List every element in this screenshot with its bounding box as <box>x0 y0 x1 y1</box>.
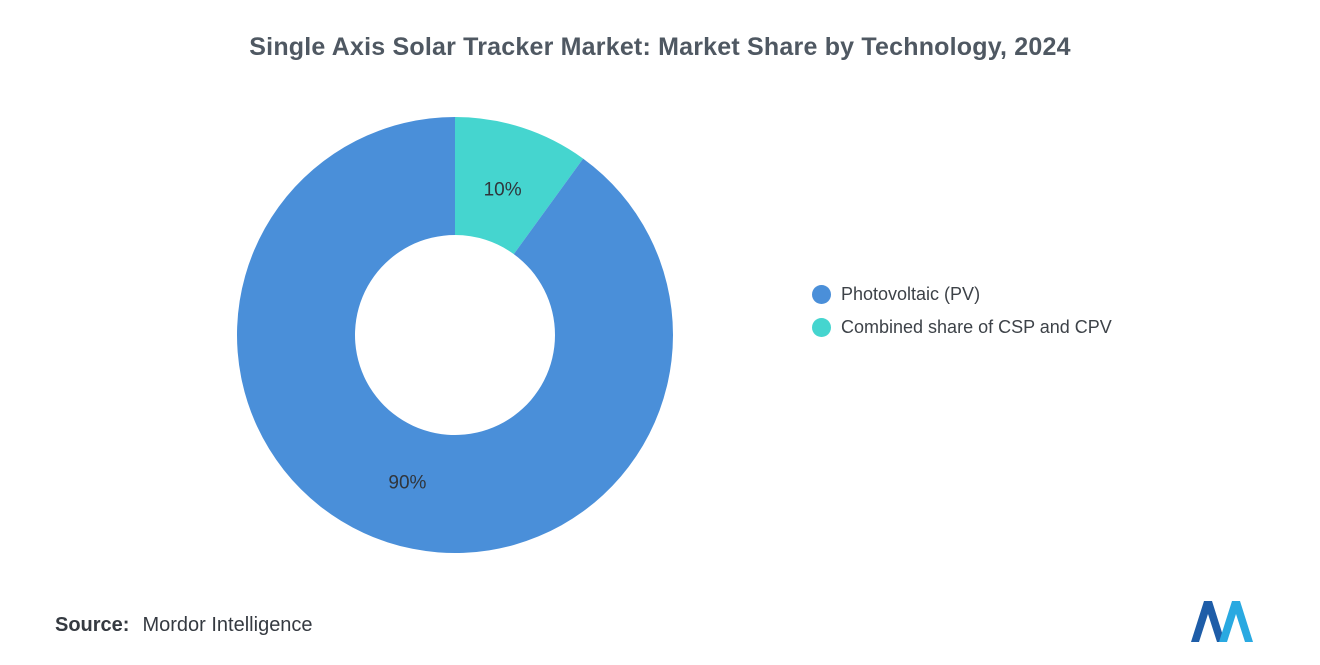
logo-right-chevron <box>1219 601 1253 642</box>
donut-chart: 10% 90% <box>236 117 673 553</box>
legend-item-csp-cpv: Combined share of CSP and CPV <box>812 317 1112 338</box>
source-name: Mordor Intelligence <box>142 614 313 636</box>
legend-marker-photovoltaic <box>812 285 831 304</box>
donut-slice <box>455 117 584 255</box>
legend-label-photovoltaic: Photovoltaic (PV) <box>841 284 981 304</box>
mordor-intelligence-logo <box>1191 601 1253 642</box>
logo-left-chevron <box>1191 601 1225 642</box>
legend: Photovoltaic (PV) Combined share of CSP … <box>812 284 1112 338</box>
slice-data-label: 90% <box>388 472 426 493</box>
donut-slice <box>236 117 673 553</box>
legend-item-photovoltaic: Photovoltaic (PV) <box>812 284 1112 305</box>
source-label: Source: <box>55 614 130 636</box>
legend-marker-csp-cpv <box>812 318 831 337</box>
slice-data-label: 10% <box>484 180 522 201</box>
chart-title: Single Axis Solar Tracker Market: Market… <box>249 33 1071 61</box>
legend-label-csp-cpv: Combined share of CSP and CPV <box>841 317 1112 337</box>
source-line: Source: Mordor Intelligence <box>55 614 313 637</box>
